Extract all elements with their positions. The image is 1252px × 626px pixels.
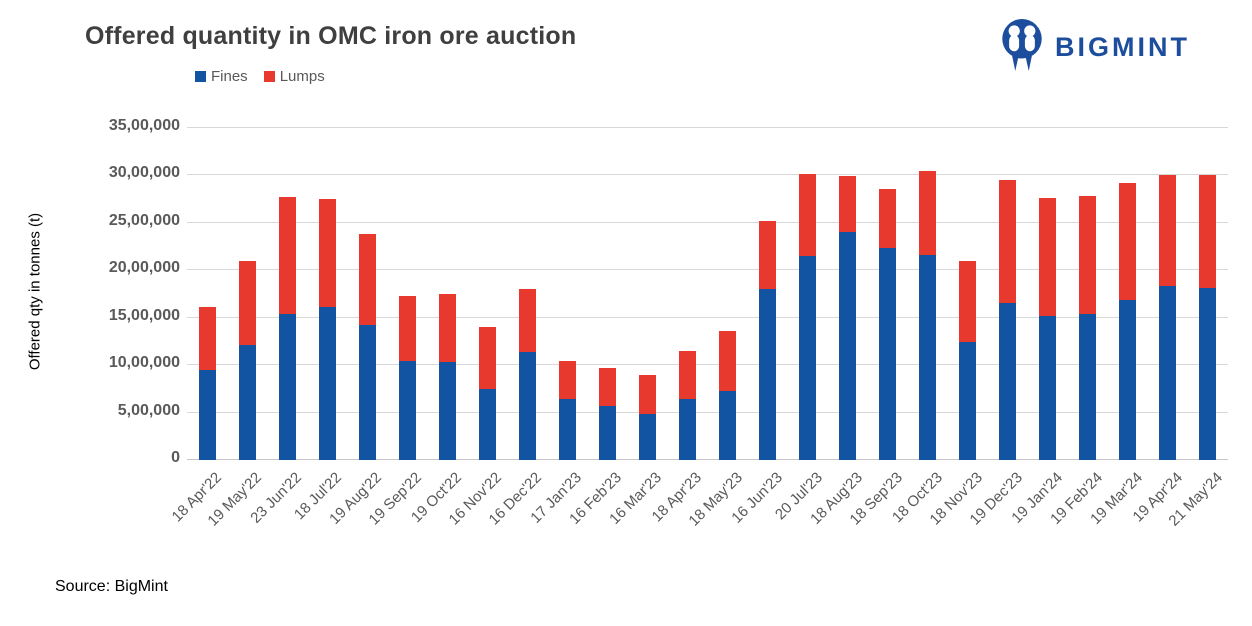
bar-segment-fines bbox=[799, 256, 817, 460]
bar-segment-lumps bbox=[759, 220, 777, 290]
bar-segment-lumps bbox=[558, 361, 576, 400]
bar-segment-fines bbox=[198, 369, 216, 460]
bar-segment-lumps bbox=[438, 294, 456, 363]
bar-segment-lumps bbox=[959, 260, 977, 343]
bar-segment-fines bbox=[278, 313, 296, 460]
bar-segment-fines bbox=[1119, 299, 1137, 460]
bar-segment-fines bbox=[879, 247, 897, 460]
bar-segment-lumps bbox=[719, 330, 737, 391]
x-axis-line bbox=[187, 459, 1228, 460]
y-tick-label: 15,00,000 bbox=[108, 306, 180, 324]
bar-segment-lumps bbox=[678, 350, 696, 400]
chart-title: Offered quantity in OMC iron ore auction bbox=[85, 22, 577, 50]
legend-label-lumps: Lumps bbox=[279, 68, 325, 85]
bar-segment-fines bbox=[638, 414, 656, 460]
fines-swatch bbox=[195, 71, 206, 82]
bigmint-logo-icon bbox=[999, 18, 1045, 77]
bar-segment-fines bbox=[558, 399, 576, 460]
y-tick-label: 35,00,000 bbox=[108, 117, 180, 134]
bar-segment-fines bbox=[318, 307, 336, 460]
bar-segment-lumps bbox=[839, 176, 857, 233]
gridline bbox=[187, 411, 1228, 413]
y-tick-label: 0 bbox=[171, 449, 180, 466]
bar-segment-lumps bbox=[598, 367, 616, 406]
bar-segment-lumps bbox=[638, 374, 656, 415]
chart-legend: Fines Lumps bbox=[195, 68, 325, 85]
bar-segment-fines bbox=[678, 399, 696, 460]
bigmint-logo: BIGMINT bbox=[999, 18, 1190, 77]
y-tick-label: 10,00,000 bbox=[108, 354, 180, 372]
bar-segment-fines bbox=[839, 232, 857, 460]
bar-segment-fines bbox=[438, 362, 456, 460]
bar-segment-lumps bbox=[518, 289, 536, 352]
legend-label-fines: Fines bbox=[211, 68, 248, 85]
gridline bbox=[187, 364, 1228, 366]
legend-item-fines: Fines bbox=[195, 68, 248, 85]
bar-segment-lumps bbox=[238, 260, 256, 346]
bar-segment-lumps bbox=[1119, 183, 1137, 300]
bar-segment-lumps bbox=[999, 180, 1017, 303]
bar-segment-lumps bbox=[1079, 196, 1097, 314]
bar-segment-fines bbox=[398, 361, 416, 460]
y-tick-label: 5,00,000 bbox=[117, 401, 180, 419]
bar-segment-fines bbox=[1039, 315, 1057, 460]
gridline bbox=[187, 269, 1228, 271]
bar-segment-fines bbox=[1079, 313, 1097, 460]
gridline bbox=[187, 174, 1228, 176]
bar-segment-fines bbox=[598, 405, 616, 460]
bar-segment-fines bbox=[518, 351, 536, 460]
bar-segment-lumps bbox=[1199, 175, 1217, 289]
source-note: Source: BigMint bbox=[55, 578, 168, 595]
y-tick-label: 30,00,000 bbox=[108, 164, 180, 182]
bar-segment-lumps bbox=[1039, 198, 1057, 316]
bar-segment-fines bbox=[919, 255, 937, 460]
y-tick-label: 25,00,000 bbox=[108, 211, 180, 229]
bar-segment-fines bbox=[999, 302, 1017, 460]
bar-segment-fines bbox=[959, 342, 977, 460]
bar-segment-lumps bbox=[398, 295, 416, 362]
bar-segment-lumps bbox=[799, 174, 817, 257]
bar-segment-lumps bbox=[358, 234, 376, 326]
gridline bbox=[187, 316, 1228, 318]
bar-segment-fines bbox=[358, 325, 376, 460]
bar-segment-fines bbox=[719, 390, 737, 460]
bar-segment-lumps bbox=[1159, 175, 1177, 287]
bar-segment-fines bbox=[759, 289, 777, 460]
bar-segment-lumps bbox=[879, 188, 897, 248]
gridline bbox=[187, 127, 1228, 128]
bigmint-logo-text: BIGMINT bbox=[1055, 32, 1190, 62]
y-tick-label: 20,00,000 bbox=[108, 259, 180, 277]
bar-segment-fines bbox=[478, 388, 496, 460]
bar-segment-fines bbox=[238, 345, 256, 460]
legend-item-lumps: Lumps bbox=[263, 68, 325, 85]
bar-segment-lumps bbox=[478, 327, 496, 389]
bar-segment-fines bbox=[1159, 286, 1177, 460]
bar-segment-lumps bbox=[278, 197, 296, 314]
bar-segment-fines bbox=[1199, 288, 1217, 460]
gridline bbox=[187, 221, 1228, 223]
bar-segment-lumps bbox=[198, 307, 216, 370]
lumps-swatch bbox=[263, 71, 275, 82]
bar-segment-lumps bbox=[318, 199, 336, 308]
bar-segment-lumps bbox=[919, 170, 937, 256]
